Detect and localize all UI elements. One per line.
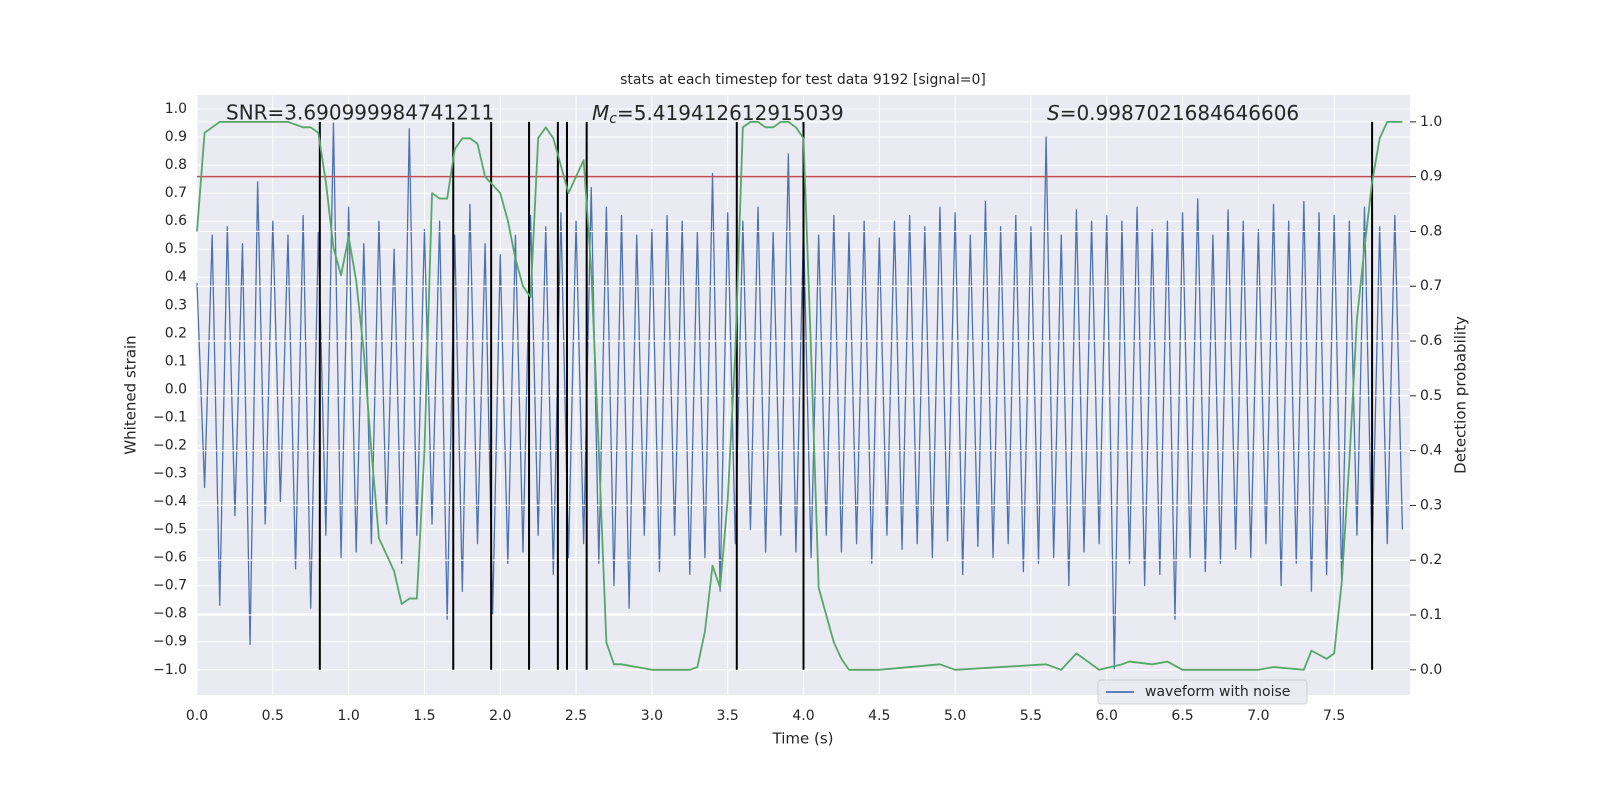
- annotation: SNR=3.690999984741211: [226, 101, 494, 125]
- annotation-text: =0.9987021684646606: [1060, 101, 1299, 125]
- y-tick-label: −0.2: [153, 437, 187, 453]
- x-tick-label: 2.5: [565, 708, 587, 724]
- x-tick-label: 7.0: [1247, 708, 1269, 724]
- data-line: [196, 122, 1404, 671]
- x-tick-label: 4.5: [868, 708, 890, 724]
- x-tick-label: 4.0: [792, 708, 814, 724]
- y2-tick-label: 0.2: [1420, 552, 1442, 568]
- y2-tick-label: 0.8: [1420, 223, 1442, 239]
- y-tick-label: −0.6: [153, 550, 187, 566]
- x-tick-label: 0.0: [186, 708, 208, 724]
- y2-axis-label: Detection probability: [1452, 316, 1470, 474]
- x-axis-label: Time (s): [772, 730, 834, 748]
- x-tick-label: 6.5: [1171, 708, 1193, 724]
- y-tick-label: −0.5: [153, 522, 187, 538]
- y-tick-label: 0.4: [165, 269, 187, 285]
- annotation: Mc=5.419412612915039: [592, 101, 844, 128]
- annotation-text: =5.419412612915039: [617, 101, 844, 125]
- y-tick-label: 0.0: [165, 381, 187, 397]
- y-tick-label: 0.9: [165, 129, 187, 145]
- x-tick-label: 3.5: [717, 708, 739, 724]
- x-tick-label: 5.0: [944, 708, 966, 724]
- x-tick-label: 3.0: [641, 708, 663, 724]
- x-tick-label: 0.5: [262, 708, 284, 724]
- y2-tick-label: 0.6: [1420, 333, 1442, 349]
- y-tick-label: 0.7: [165, 185, 187, 201]
- y-tick-label: −0.8: [153, 606, 187, 622]
- legend: waveform with noise: [1097, 679, 1308, 705]
- y-tick-label: 0.8: [165, 157, 187, 173]
- y2-tick-label: 0.3: [1420, 497, 1442, 513]
- x-tick-label: 1.0: [337, 708, 359, 724]
- y-tick-label: −1.0: [153, 662, 187, 678]
- x-tick-label: 6.0: [1096, 708, 1118, 724]
- chart-title: stats at each timestep for test data 919…: [620, 72, 986, 88]
- annotation-symbol: S: [1047, 101, 1060, 125]
- annotation-symbol: M: [592, 101, 609, 125]
- x-tick-label: 7.5: [1323, 708, 1345, 724]
- y-axis-label: Whitened strain: [122, 335, 140, 454]
- y2-tick-label: 0.7: [1420, 278, 1442, 294]
- y-tick-label: −0.9: [153, 634, 187, 650]
- x-tick-label: 5.5: [1020, 708, 1042, 724]
- legend-label: waveform with noise: [1145, 684, 1290, 700]
- x-tick-label: 1.5: [413, 708, 435, 724]
- y-tick-label: 0.2: [165, 325, 187, 341]
- y2-tick-label: 0.5: [1420, 388, 1442, 404]
- x-tick-label: 2.0: [489, 708, 511, 724]
- y-tick-label: −0.4: [153, 494, 187, 510]
- y2-tick-label: 0.1: [1420, 607, 1442, 623]
- y-tick-label: 0.3: [165, 297, 187, 313]
- plot-layer: 0.0 0.5 1.0 1.5 2.0 2.5 3.0 3.5 4.0 4.5 5.0 5.5 6.0 6…: [153, 95, 1442, 724]
- y-tick-label: 1.0: [165, 101, 187, 117]
- y-tick-label: −0.7: [153, 578, 187, 594]
- y2-tick-label: 0.4: [1420, 443, 1442, 459]
- y-tick-label: −0.3: [153, 466, 187, 482]
- y2-tick-label: 0.0: [1420, 662, 1442, 678]
- y2-tick-label: 1.0: [1420, 114, 1442, 130]
- y-tick-label: −0.1: [153, 409, 187, 425]
- data-line: [196, 120, 1403, 671]
- legend-box: [1097, 679, 1308, 705]
- annotation: S=0.9987021684646606: [1047, 101, 1299, 125]
- y-tick-label: 0.5: [165, 241, 187, 257]
- annotation-subscript: c: [609, 111, 617, 127]
- y-tick-label: 0.6: [165, 213, 187, 229]
- y-tick-label: 0.1: [165, 353, 187, 369]
- y2-tick-label: 0.9: [1420, 169, 1442, 185]
